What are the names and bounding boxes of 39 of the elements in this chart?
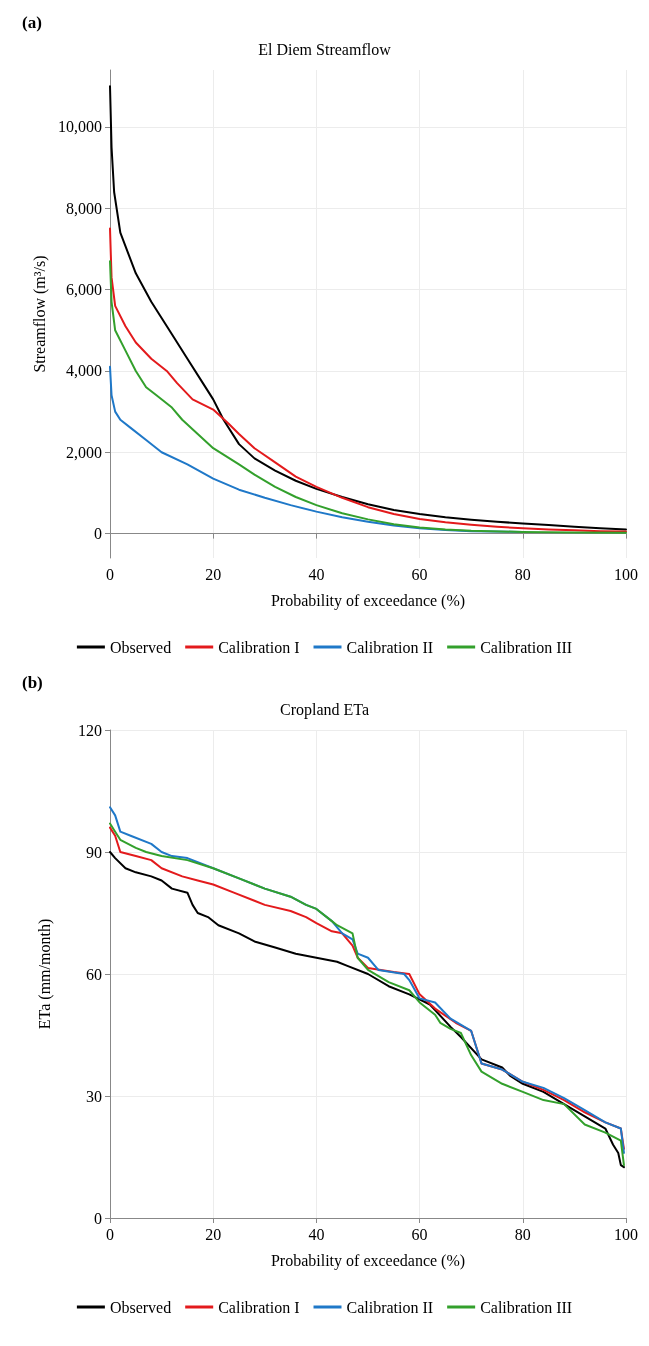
x-tick-label: 80 (514, 1225, 531, 1243)
y-tick-label: 4,000 (66, 362, 102, 380)
y-tick-label: 2,000 (66, 443, 102, 461)
y-tick-label: 60 (86, 965, 102, 983)
x-tick-label: 100 (614, 565, 638, 583)
chart-title: El Diem Streamflow (258, 40, 392, 58)
legend-label: Calibration III (480, 1298, 573, 1316)
chart-title: Cropland ETa (279, 700, 370, 719)
y-tick-label: 120 (78, 721, 102, 739)
x-axis-title: Probability of exceedance (%) (270, 591, 466, 610)
y-tick-label: 10,000 (58, 118, 102, 136)
x-tick-label: 0 (106, 565, 114, 583)
x-tick-label: 20 (205, 1225, 222, 1243)
text: (a) (22, 13, 42, 32)
y-tick-label: 6,000 (66, 281, 102, 299)
x-axis-title: Probability of exceedance (%) (270, 1251, 466, 1270)
legend-label: Calibration II (346, 1298, 434, 1316)
x-tick-label: 80 (514, 565, 531, 583)
y-axis-title: ETa (mm/month) (35, 918, 54, 1030)
x-tick-label: 40 (308, 565, 325, 583)
x-tick-label: 60 (411, 565, 428, 583)
y-tick-label: 0 (94, 525, 102, 543)
y-tick-label: 0 (94, 1209, 102, 1227)
x-tick-label: 60 (411, 1225, 428, 1243)
legend-label: Calibration I (218, 638, 300, 656)
x-tick-label: 0 (106, 1225, 114, 1243)
y-axis-title: Streamflow (m³/s) (30, 255, 49, 373)
legend-label: Observed (109, 1298, 172, 1316)
y-tick-label: 90 (86, 843, 102, 861)
legend-label: Calibration III (480, 638, 573, 656)
y-tick-label: 30 (86, 1087, 102, 1105)
x-tick-label: 20 (205, 565, 222, 583)
y-tick-label: 8,000 (66, 199, 102, 217)
x-tick-label: 40 (308, 1225, 325, 1243)
legend-label: Calibration II (346, 638, 434, 656)
legend-label: Observed (109, 638, 172, 656)
legend-label: Calibration I (218, 1298, 300, 1316)
text: (b) (22, 673, 43, 692)
x-tick-label: 100 (614, 1225, 638, 1243)
